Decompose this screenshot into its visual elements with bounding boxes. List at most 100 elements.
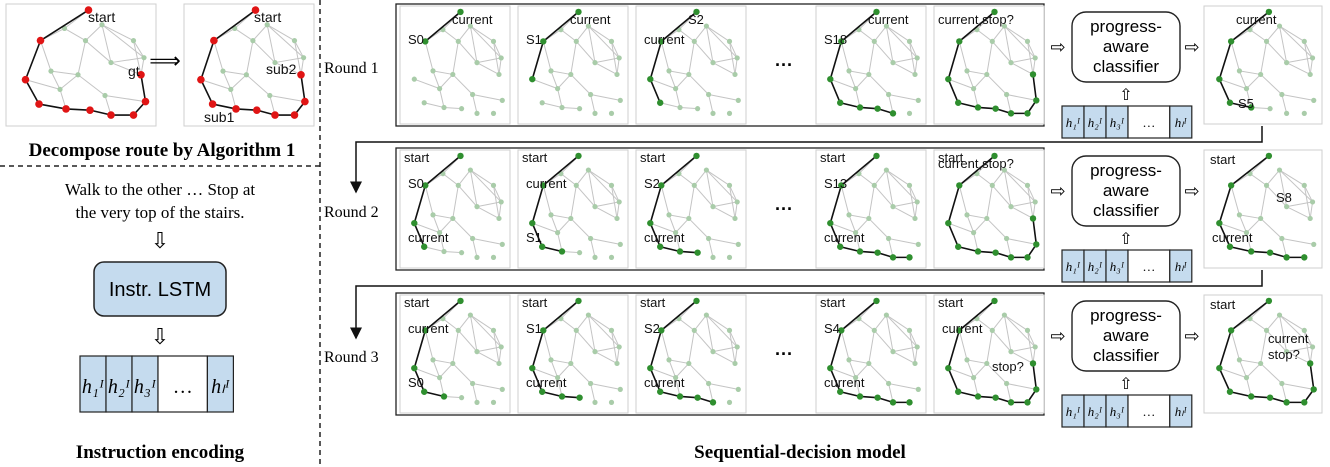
round-3-frame-4: start S4 current <box>815 294 927 414</box>
frame-ellipsis: ··· <box>775 55 793 75</box>
round-1-frame-2: current S1 <box>517 5 629 125</box>
graph-label: S0 <box>408 176 424 191</box>
graph-label: start <box>522 295 548 310</box>
graph-label: start <box>522 150 548 165</box>
graph-label: current <box>644 230 685 245</box>
encoding-cell-text-3: … <box>173 376 193 398</box>
down-arrow-2: ⇩ <box>151 324 169 349</box>
graph-label: S0 <box>408 375 424 390</box>
graph-label: current <box>1236 12 1277 27</box>
instr-lstm-label: Instr. LSTM <box>109 279 211 301</box>
encoding-cell-text-0: h₁ᴵ <box>82 376 105 398</box>
instr-lstm-box <box>93 261 227 317</box>
encoding-cell-1 <box>105 355 133 413</box>
frame-ellipsis: ··· <box>775 344 793 364</box>
round-2-frame-1: start S0 current <box>399 149 511 269</box>
graph-label: S1 <box>526 32 542 47</box>
round-1-frame-5: current,stop? <box>933 5 1045 125</box>
classifier-label: aware <box>1103 326 1149 345</box>
sequential-caption: Sequential-decision model <box>694 442 906 463</box>
classifier-label: classifier <box>1093 201 1159 220</box>
round-1-frame-1: current S0 <box>399 5 511 125</box>
graph-label: current <box>570 12 611 27</box>
graph-label: current,stop? <box>938 156 1014 171</box>
graph-label: S2 <box>688 12 704 27</box>
graph-label: stop? <box>1268 347 1300 362</box>
progress-aware-classifier <box>1071 11 1181 83</box>
up-arrow: ⇧ <box>1119 376 1132 393</box>
graph-label: current <box>824 375 865 390</box>
graph-label: start <box>938 295 964 310</box>
round-1-output: current S5 <box>1203 5 1323 125</box>
to-output-arrow: ⇨ <box>1184 37 1199 57</box>
classifier-label: aware <box>1103 181 1149 200</box>
classifier-label: progress- <box>1090 306 1162 325</box>
graph-label: current <box>868 12 909 27</box>
graph-label: current <box>644 32 685 47</box>
graph-label: start <box>1210 152 1236 167</box>
round-1-encoding-cell-text-3: … <box>1142 115 1155 130</box>
graph-label: sub2 <box>266 61 297 77</box>
up-arrow: ⇧ <box>1119 87 1132 104</box>
round-2-encoding-cell-text-0: h₁ᴵ <box>1066 259 1081 274</box>
classifier-label: progress- <box>1090 161 1162 180</box>
decompose-caption: Decompose route by Algorithm 1 <box>29 140 296 161</box>
graph-label: current <box>526 375 567 390</box>
round-3-frame-3: start S2 current <box>635 294 747 414</box>
graph-label: start <box>640 150 666 165</box>
encoding-cell-0 <box>79 355 107 413</box>
instruction-encoding-cells: h₁ᴵ h₂ᴵ h₃ᴵ … hₗᴵ <box>79 355 234 413</box>
graph-label: S8 <box>1276 190 1292 205</box>
graph-label: current,stop? <box>938 12 1014 27</box>
encoding-cell-text-1: h₂ᴵ <box>108 376 131 398</box>
graph-label: sub1 <box>204 109 235 125</box>
graph-label: S1 <box>526 321 542 336</box>
graph-label: current <box>1268 331 1309 346</box>
round-2-encoding-cell-text-4: hₗᴵ <box>1175 259 1188 274</box>
instruction-caption: Instruction encoding <box>76 442 245 463</box>
round-2-encoding-cell-text-2: h₃ᴵ <box>1110 259 1125 274</box>
graph-label: S1 <box>526 230 542 245</box>
graph-label: S2 <box>644 321 660 336</box>
graph-label: start <box>938 150 964 165</box>
round-2: Round 2startS0currentstartcurrentS1start… <box>324 147 1323 283</box>
round-label: Round 2 <box>324 204 379 221</box>
down-arrow-1: ⇩ <box>151 228 169 253</box>
graph-label: current <box>452 12 493 27</box>
graph-label: S4 <box>824 321 840 336</box>
round-3-encoding-cell-text-2: h₃ᴵ <box>1110 404 1125 419</box>
round-3-frame-2: start S1 current <box>517 294 629 414</box>
round-2-frame-4: start S13 current <box>815 149 927 269</box>
graph-label: start <box>88 9 115 25</box>
round-1-encoding-cell-text-4: hₗᴵ <box>1175 115 1188 130</box>
round-3: Round 3startcurrentS0startS1currentstart… <box>324 292 1323 428</box>
progress-aware-classifier <box>1071 155 1181 227</box>
encoding-cell-text-2: h₃ᴵ <box>134 376 157 398</box>
progress-aware-classifier <box>1071 300 1181 372</box>
round-3-encoding-cell-text-1: h₂ᴵ <box>1088 404 1103 419</box>
decompose-arrow: ⟹ <box>149 48 181 73</box>
round-2-encoding-cell-text-1: h₂ᴵ <box>1088 259 1103 274</box>
round-2-encoding-cell-4 <box>1169 249 1193 283</box>
graph-label: current <box>408 321 449 336</box>
round-2-output: start S8 current <box>1203 149 1323 269</box>
instruction-line-1: Walk to the other … Stop at <box>65 180 256 199</box>
round-1-encoding-cell-3 <box>1127 105 1171 139</box>
to-classifier-arrow: ⇨ <box>1050 37 1065 57</box>
frame-ellipsis: ··· <box>775 199 793 219</box>
graph-label: start <box>1210 297 1236 312</box>
round-2-to-3-connector <box>350 270 1263 340</box>
graph-label: S0 <box>408 32 424 47</box>
encoding-cell-4 <box>206 355 234 413</box>
graph-label: start <box>404 150 430 165</box>
round-1-encoding-cell-text-1: h₂ᴵ <box>1088 115 1103 130</box>
graph-label: S13 <box>824 176 847 191</box>
graph-label: gt <box>128 63 140 79</box>
round-3-encoding-cell-4 <box>1169 394 1193 428</box>
round-1-to-2-connector <box>350 126 1263 194</box>
classifier-label: classifier <box>1093 57 1159 76</box>
round-3-encoding-cell-text-3: … <box>1142 404 1155 419</box>
